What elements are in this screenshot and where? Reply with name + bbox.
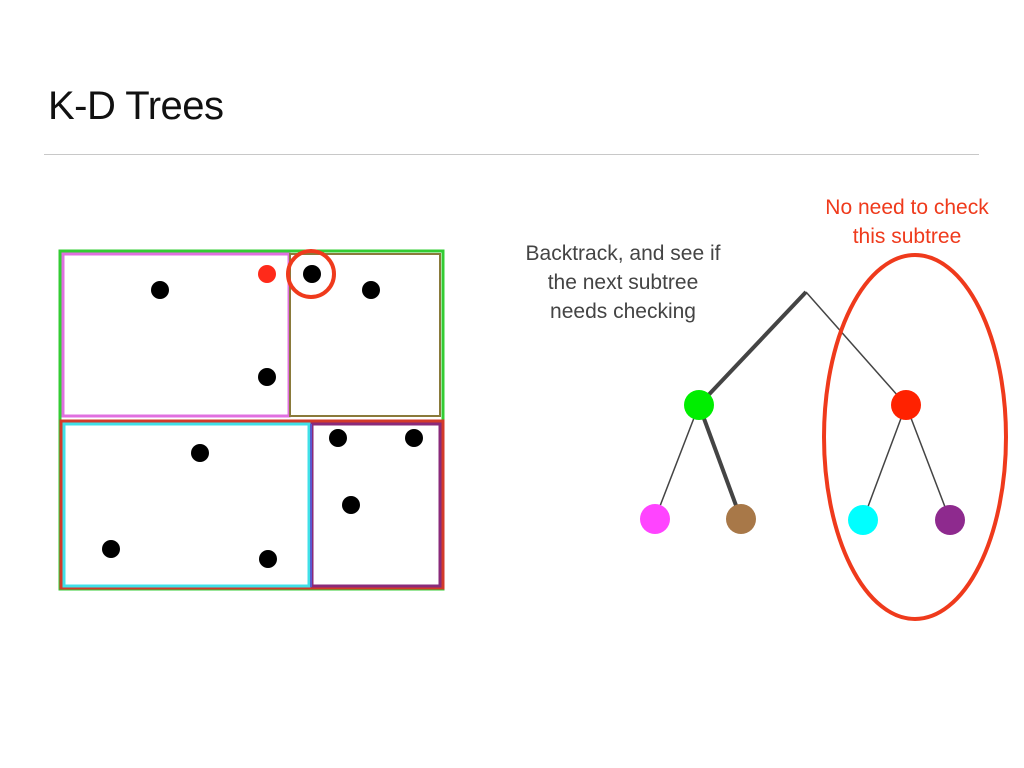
magenta-region — [61, 252, 291, 418]
backtrack-caption-line: Backtrack, and see if — [525, 242, 721, 265]
data-point — [191, 444, 209, 462]
kd-tree — [640, 253, 1008, 621]
data-point — [102, 540, 120, 558]
cyan-region — [62, 422, 311, 588]
backtrack-caption-line: needs checking — [550, 300, 696, 323]
slide-title: K-D Trees — [48, 84, 224, 128]
brown-region — [289, 253, 441, 417]
title-divider — [44, 154, 979, 155]
edge-root-red — [805, 291, 907, 406]
data-point — [151, 281, 169, 299]
nearest-neighbor-highlight — [286, 249, 336, 299]
red-region-outline — [59, 419, 445, 590]
edge-green-brown — [697, 404, 743, 520]
backtrack-caption-line: the next subtree — [547, 271, 699, 294]
data-point — [405, 429, 423, 447]
data-point — [303, 265, 321, 283]
edge-red-purple — [905, 404, 951, 521]
no-need-caption-line: this subtree — [852, 225, 962, 248]
data-point — [362, 281, 380, 299]
query-point — [258, 265, 276, 283]
tree-node-cyan — [848, 505, 878, 535]
tree-node-red — [891, 390, 921, 420]
data-point — [259, 550, 277, 568]
purple-region — [310, 422, 442, 588]
tree-node-purple — [935, 505, 965, 535]
tree-node-green — [684, 390, 714, 420]
space-partition — [58, 249, 445, 591]
no-need-caption: No need to check this subtree — [792, 193, 1022, 251]
tree-node-magenta — [640, 504, 670, 534]
data-point — [329, 429, 347, 447]
data-point — [342, 496, 360, 514]
edge-red-cyan — [862, 404, 907, 521]
tree-node-brown — [726, 504, 756, 534]
edge-root-green — [697, 290, 808, 407]
pruned-subtree-highlight — [822, 253, 1008, 621]
backtrack-caption: Backtrack, and see if the next subtree n… — [498, 239, 748, 326]
no-need-caption-line: No need to check — [825, 196, 989, 219]
data-point — [258, 368, 276, 386]
edge-green-magenta — [654, 404, 700, 520]
